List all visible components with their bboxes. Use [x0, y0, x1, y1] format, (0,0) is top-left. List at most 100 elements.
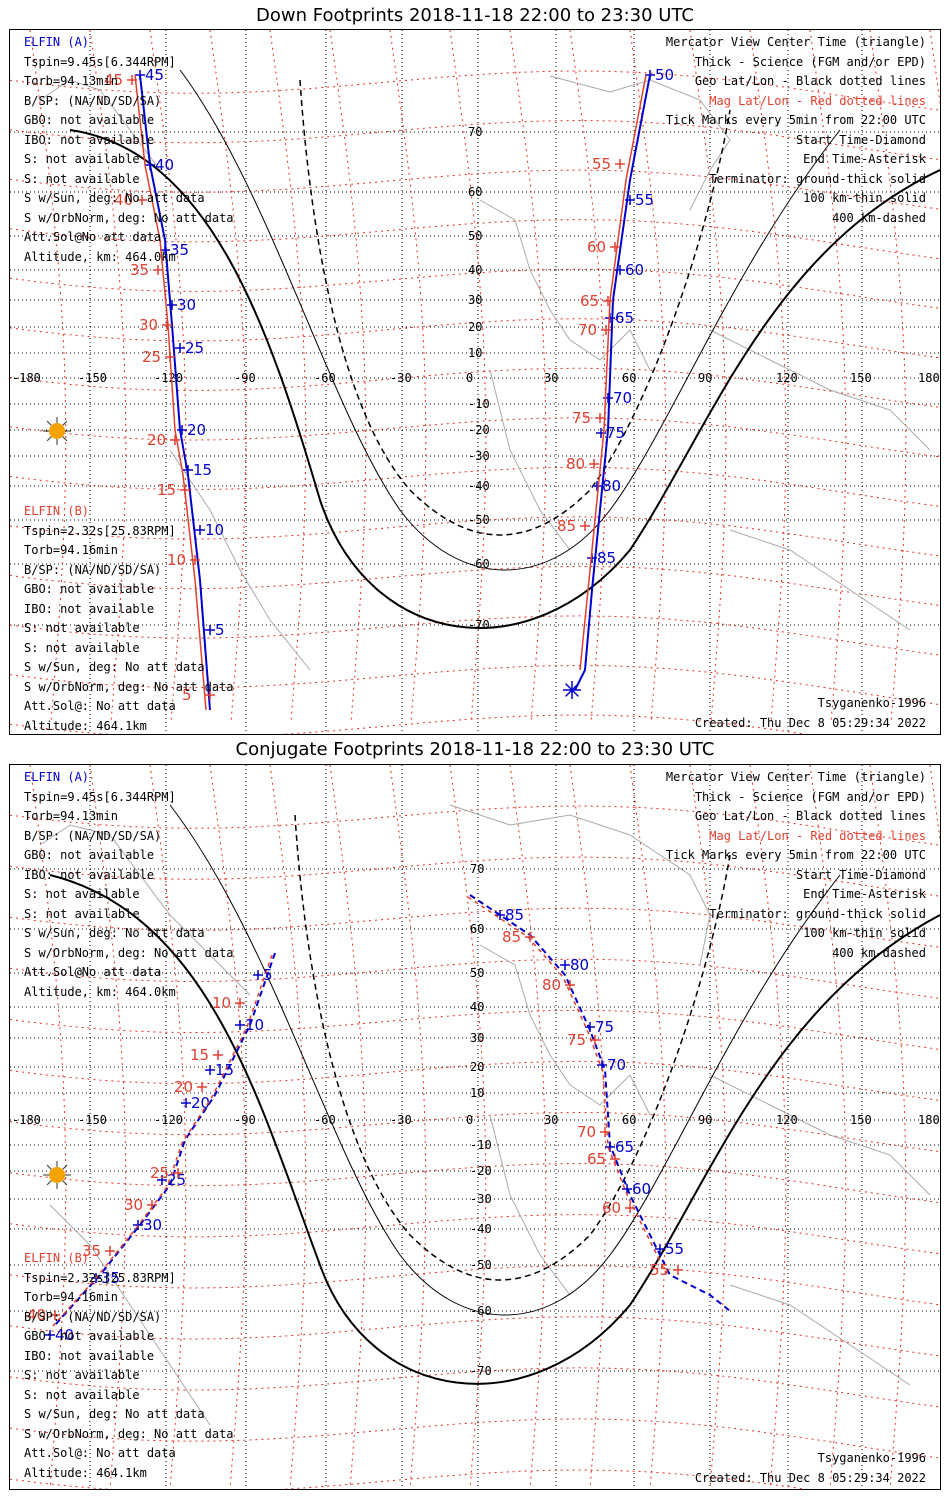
- elfin-b-name: ELFIN (B): [24, 1251, 90, 1265]
- legend-line: 400 km-dashed: [832, 210, 926, 225]
- tick-label: 35: [130, 261, 149, 279]
- legend-line: Mag Lat/Lon - Red dotted lines: [709, 93, 926, 108]
- legend-line: Start Time-Diamond: [795, 867, 926, 882]
- legend-line: Mercator View Center Time (triangle): [665, 35, 926, 49]
- tick-label: 85: [502, 928, 521, 946]
- elfin-a-line: S: not available: [24, 152, 140, 166]
- mag-longitude-line: [509, 765, 547, 1486]
- elfin-a-line: Torb=94.13min: [24, 809, 118, 823]
- mag-longitude-line: [89, 30, 127, 721]
- legend-line: Terminator: ground-thick solid: [709, 906, 926, 921]
- terminator-400km-curve: [294, 814, 731, 1281]
- footer-conjugate: Tsyganenko-1996 Created: Thu Dec 8 05:29…: [695, 1449, 926, 1488]
- mag-longitude-line: [869, 30, 907, 721]
- latitude-tick-label: -30: [470, 1192, 492, 1206]
- tick-label: 35: [82, 1242, 101, 1260]
- latitude-tick-label: -70: [470, 1364, 492, 1378]
- coastline: [549, 75, 731, 211]
- tick-label: 45: [104, 71, 123, 89]
- mag-longitude-line: [89, 765, 127, 1486]
- legend-line: Thick - Science (FGM and/or EPD): [694, 789, 926, 804]
- elfin-b-line: S w/OrbNorm, deg: No att data: [24, 679, 234, 694]
- latitude-tick-label: 10: [468, 346, 482, 360]
- created-label: Created: Thu Dec 8 05:29:34 2022: [694, 1470, 926, 1485]
- tick-label: 30: [139, 316, 158, 334]
- elfin-b-line: GBO: not available: [24, 1329, 155, 1343]
- elfin-a-info-down: ELFIN (A) Tspin=9.45s[6.344RPM] Torb=94.…: [24, 33, 234, 267]
- mag-longitude-line: [329, 765, 367, 1486]
- latitude-tick-label: -10: [468, 397, 490, 411]
- elfin-b-line: B/SP: (NA/ND/SD/SA): [24, 562, 162, 577]
- elfin-a-line: IBO: not available: [24, 867, 155, 882]
- latitude-tick-label: -60: [468, 557, 490, 571]
- mag-longitude-line: [569, 765, 607, 1486]
- elfin-b-line: S: not available: [24, 1368, 140, 1382]
- latitude-tick-label: 40: [468, 263, 482, 277]
- tick-label: 60: [602, 1199, 621, 1217]
- elfin-b-track-2: [467, 896, 669, 1278]
- tick-label: 55: [650, 1261, 669, 1279]
- mag-longitude-line: [269, 30, 307, 721]
- mag-longitude-line: [629, 765, 667, 1486]
- tick-label: 40: [114, 191, 133, 209]
- elfin-a-name: ELFIN (A): [24, 35, 90, 49]
- longitude-tick-label: -120: [154, 1113, 183, 1127]
- sun-icon: [43, 417, 71, 445]
- latitude-tick-label: 60: [470, 922, 484, 936]
- elfin-b-line: Altitude: 464.1km: [24, 718, 147, 733]
- footer-down: Tsyganenko-1996 Created: Thu Dec 8 05:29…: [695, 694, 926, 733]
- mag-longitude-line: [149, 30, 187, 721]
- tick-label: 5: [263, 966, 273, 984]
- tick-label: 40: [155, 156, 174, 174]
- latitude-tick-label: -20: [468, 423, 490, 437]
- latitude-tick-label: -30: [468, 449, 490, 463]
- tick-label: 40: [55, 1326, 74, 1344]
- created-label: Created: Thu Dec 8 05:29:34 2022: [694, 715, 926, 730]
- longitude-tick-label: 60: [622, 1113, 636, 1127]
- coastline: [489, 369, 571, 551]
- elfin-b-line: S w/Sun, deg: No att data: [24, 1407, 205, 1421]
- tick-label: 60: [587, 238, 606, 256]
- legend-line: End Time-Asterisk: [803, 887, 926, 901]
- latitude-tick-label: -20: [470, 1164, 492, 1178]
- elfin-a-line: Tspin=9.45s[6.344RPM]: [24, 54, 176, 69]
- latitude-tick-label: 20: [470, 1060, 484, 1074]
- model-label: Tsyganenko-1996: [817, 696, 926, 710]
- elfin-a-line: B/SP: (NA/ND/SD/SA): [24, 828, 162, 843]
- elfin-b-line: Tspin=2.32s[25.83RPM]: [24, 523, 176, 538]
- tick-label: 85: [597, 549, 616, 567]
- longitude-tick-label: 60: [622, 371, 636, 385]
- mag-longitude-line: [689, 765, 727, 1486]
- tick-label: 20: [147, 431, 166, 449]
- latitude-tick-label: 30: [470, 1031, 484, 1045]
- latitude-tick-label: -60: [470, 1304, 492, 1318]
- elfin-a-line: Att.Sol@No att data: [24, 965, 162, 979]
- tick-label: 25: [142, 348, 161, 366]
- tick-label: 10: [212, 994, 231, 1012]
- tick-label: 25: [150, 1164, 169, 1182]
- mag-longitude-line: [389, 30, 427, 721]
- tick-label: 75: [595, 1018, 614, 1036]
- longitude-tick-label: 150: [850, 371, 872, 385]
- elfin-a-line: Altitude, km: 464.0km: [24, 984, 176, 999]
- legend-line: Geo Lat/Lon - Black dotted lines: [694, 74, 926, 88]
- longitude-tick-label: 0: [466, 371, 473, 385]
- longitude-tick-label: -30: [390, 371, 412, 385]
- elfin-a-line: B/SP: (NA/ND/SD/SA): [24, 93, 162, 108]
- terminator-ground-curve: [49, 874, 940, 1385]
- latitude-tick-label: -40: [468, 479, 490, 493]
- coastline: [39, 824, 251, 996]
- tick-label: 65: [580, 292, 599, 310]
- tick-label: 85: [505, 906, 524, 924]
- latitude-tick-label: 70: [470, 862, 484, 876]
- mag-longitude-line: [209, 765, 247, 1486]
- tick-label: 65: [615, 309, 634, 327]
- tick-label: 80: [602, 477, 621, 495]
- elfin-a-line: S w/Sun, deg: No att data: [24, 191, 205, 205]
- tick-label: 45: [145, 66, 164, 84]
- elfin-a-line: S: not available: [24, 887, 140, 901]
- latitude-tick-label: 10: [470, 1086, 484, 1100]
- tick-label: 40: [27, 1306, 46, 1324]
- mag-longitude-line: [749, 30, 787, 721]
- elfin-a-line: S w/OrbNorm, deg: No att data: [24, 210, 234, 225]
